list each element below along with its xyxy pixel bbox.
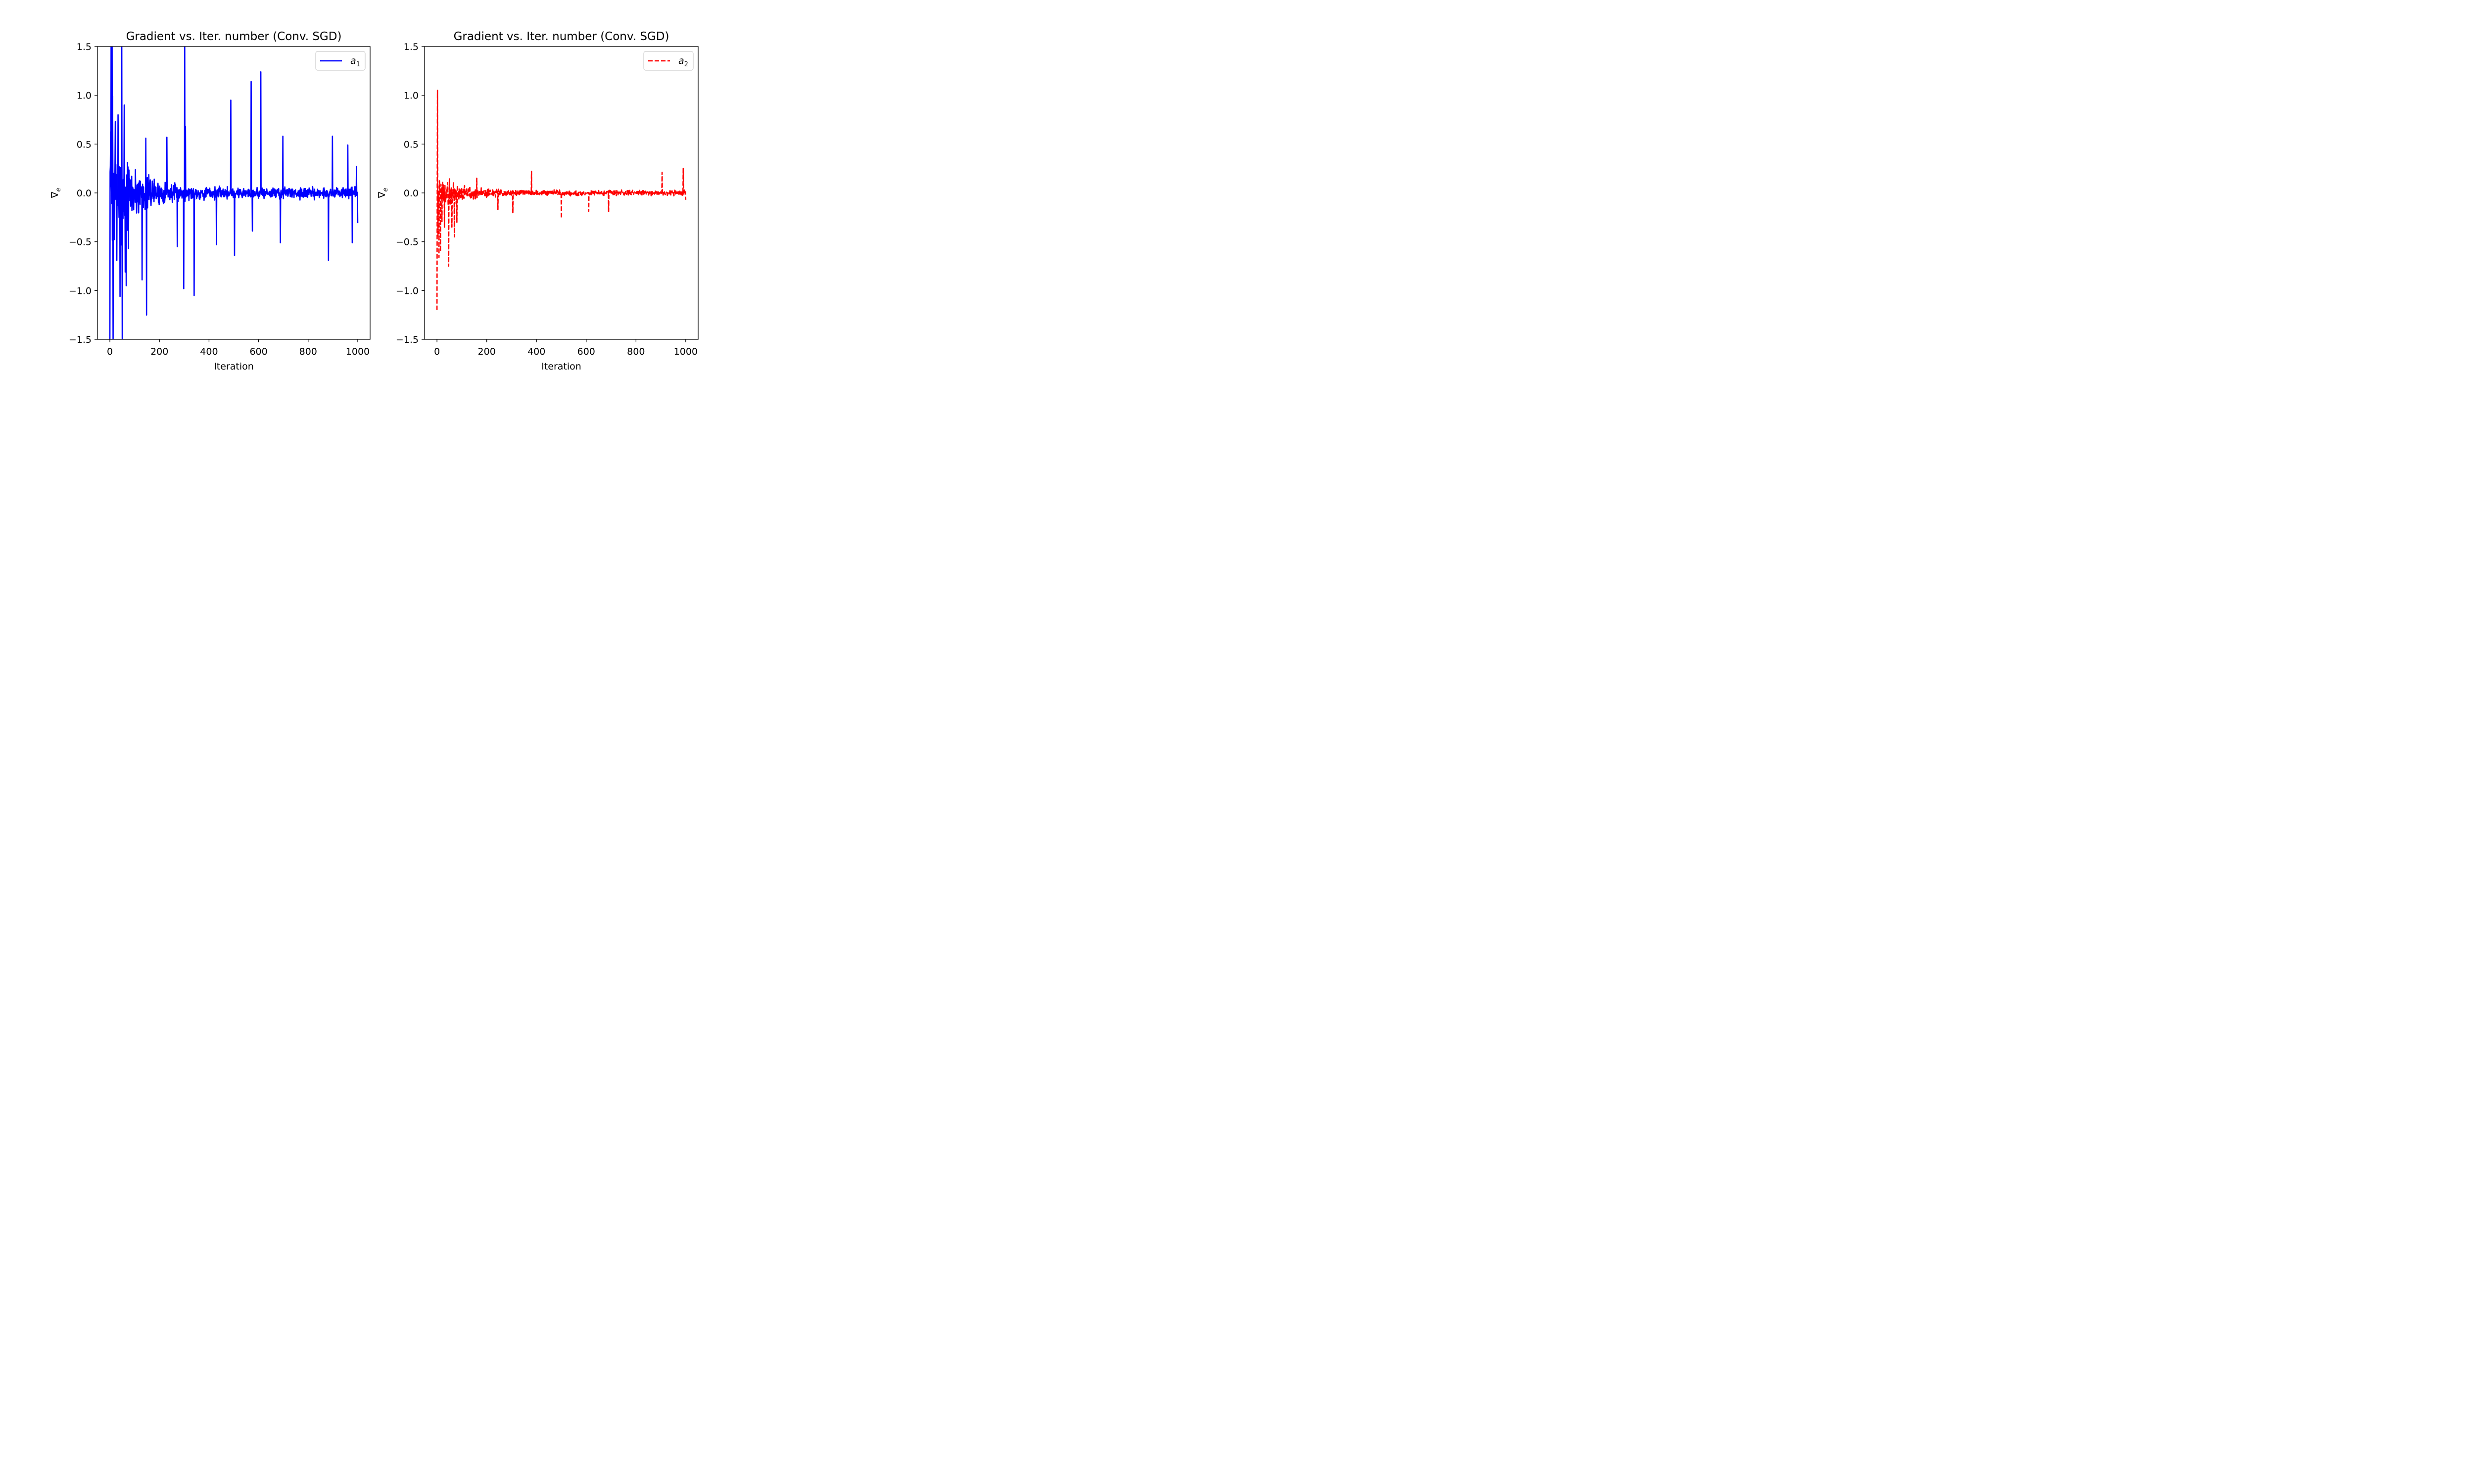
- right-legend-label-main: a: [678, 55, 684, 66]
- right-y-tick-label: −1.5: [396, 334, 419, 345]
- right-x-tick-label: 600: [577, 346, 595, 357]
- left-chart-title: Gradient vs. Iter. number (Conv. SGD): [126, 30, 342, 43]
- right-series-line-a2: [436, 90, 687, 310]
- right-chart-panel: Gradient vs. Iter. number (Conv. SGD) It…: [377, 30, 699, 372]
- right-legend-label-sub: 2: [684, 61, 688, 68]
- left-legend: a1: [315, 51, 366, 71]
- right-y-tick-label: 1.0: [404, 91, 419, 101]
- left-x-tick-label: 600: [249, 346, 267, 357]
- left-x-tick-label: 200: [150, 346, 168, 357]
- right-legend-label-a2: a2: [678, 55, 688, 68]
- right-y-tick-label: −1.0: [396, 285, 419, 296]
- right-y-axis-label: ∇e: [377, 188, 389, 199]
- right-x-axis-label: Iteration: [541, 361, 581, 372]
- left-legend-label-a1: a1: [350, 55, 360, 68]
- figure: Gradient vs. Iter. number (Conv. SGD) It…: [49, 30, 699, 372]
- left-x-tick-label: 400: [200, 346, 218, 357]
- left-y-tick-label: 1.5: [77, 42, 92, 52]
- right-y-tick-label: 1.5: [404, 42, 419, 52]
- left-y-axis-label-sub: e: [55, 188, 62, 192]
- left-legend-label-main: a: [350, 55, 356, 66]
- left-y-axis-label-main: ∇: [49, 191, 60, 198]
- right-y-axis-label-sub: e: [382, 188, 389, 192]
- left-y-axis-label: ∇e: [49, 188, 62, 199]
- left-x-tick-label: 0: [107, 346, 113, 357]
- left-y-tick-label: −1.5: [69, 334, 92, 345]
- left-chart-panel: Gradient vs. Iter. number (Conv. SGD) It…: [49, 30, 371, 372]
- right-y-tick-label: 0.0: [404, 188, 419, 199]
- left-y-tick-label: −1.0: [69, 285, 92, 296]
- left-x-tick-label: 1000: [346, 346, 370, 357]
- right-x-tick-label: 400: [527, 346, 545, 357]
- right-x-tick-label: 0: [434, 346, 440, 357]
- left-legend-label-sub: 1: [356, 61, 360, 68]
- left-x-axis-label: Iteration: [214, 361, 254, 372]
- right-y-axis-label-main: ∇: [377, 191, 387, 198]
- left-y-tick-label: 0.0: [77, 188, 92, 199]
- left-y-tick-label: −0.5: [69, 237, 92, 248]
- right-x-tick-label: 200: [478, 346, 496, 357]
- left-y-tick-label: 1.0: [77, 91, 92, 101]
- right-x-tick-label: 800: [627, 346, 645, 357]
- left-y-tick-label: 0.5: [77, 139, 92, 150]
- right-chart-title: Gradient vs. Iter. number (Conv. SGD): [454, 30, 669, 43]
- right-legend: a2: [643, 51, 694, 71]
- right-x-tick-label: 1000: [674, 346, 698, 357]
- right-y-tick-label: 0.5: [404, 139, 419, 150]
- left-x-tick-label: 800: [299, 346, 317, 357]
- left-series-line-a1: [109, 46, 359, 339]
- right-y-tick-label: −0.5: [396, 237, 419, 248]
